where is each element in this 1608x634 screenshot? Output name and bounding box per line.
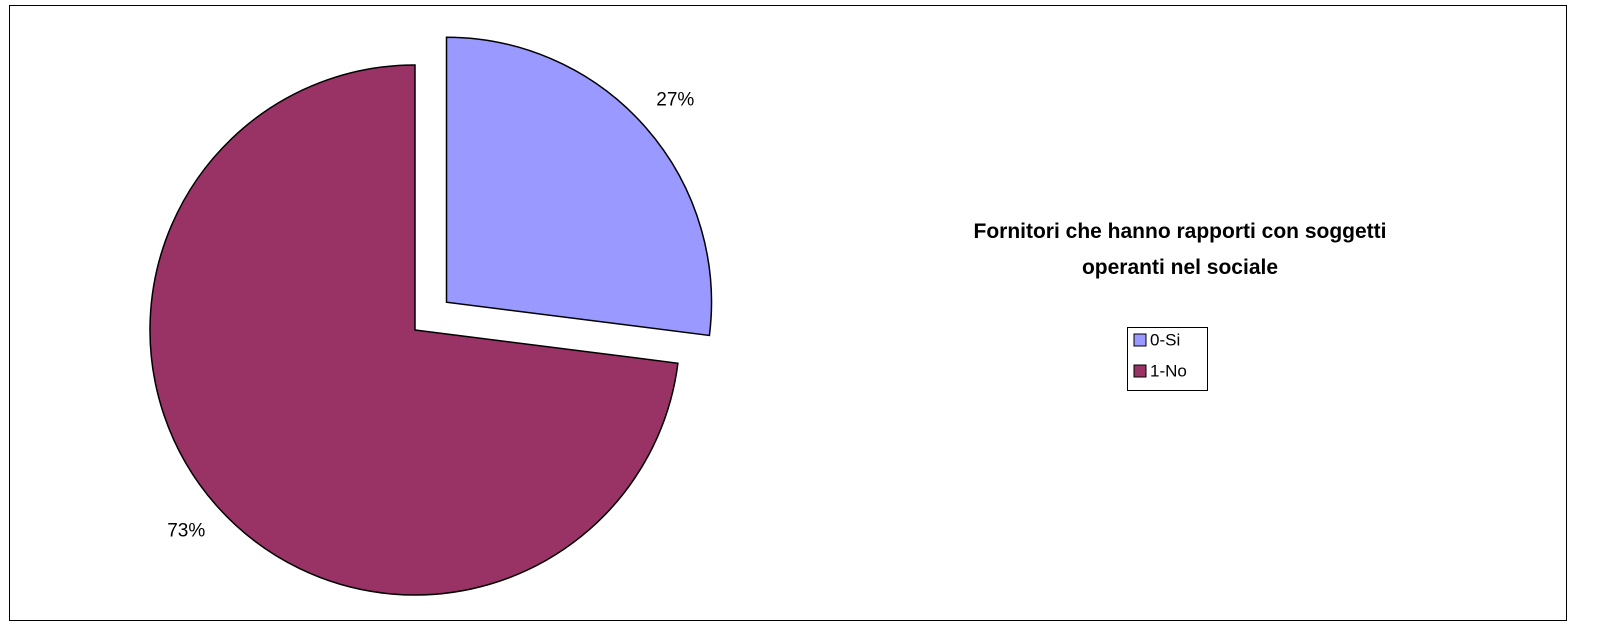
chart-title: Fornitori che hanno rapporti con soggett… [973,220,1387,279]
data-label: 73% [167,521,205,542]
legend-swatch [1133,364,1147,378]
legend-swatch [1133,333,1147,347]
pie-slice [149,64,679,596]
legend-label: 0-Si [1150,330,1180,349]
data-label: 27% [656,90,694,111]
pie-slice [445,36,713,337]
legend-label: 1-No [1150,361,1187,380]
